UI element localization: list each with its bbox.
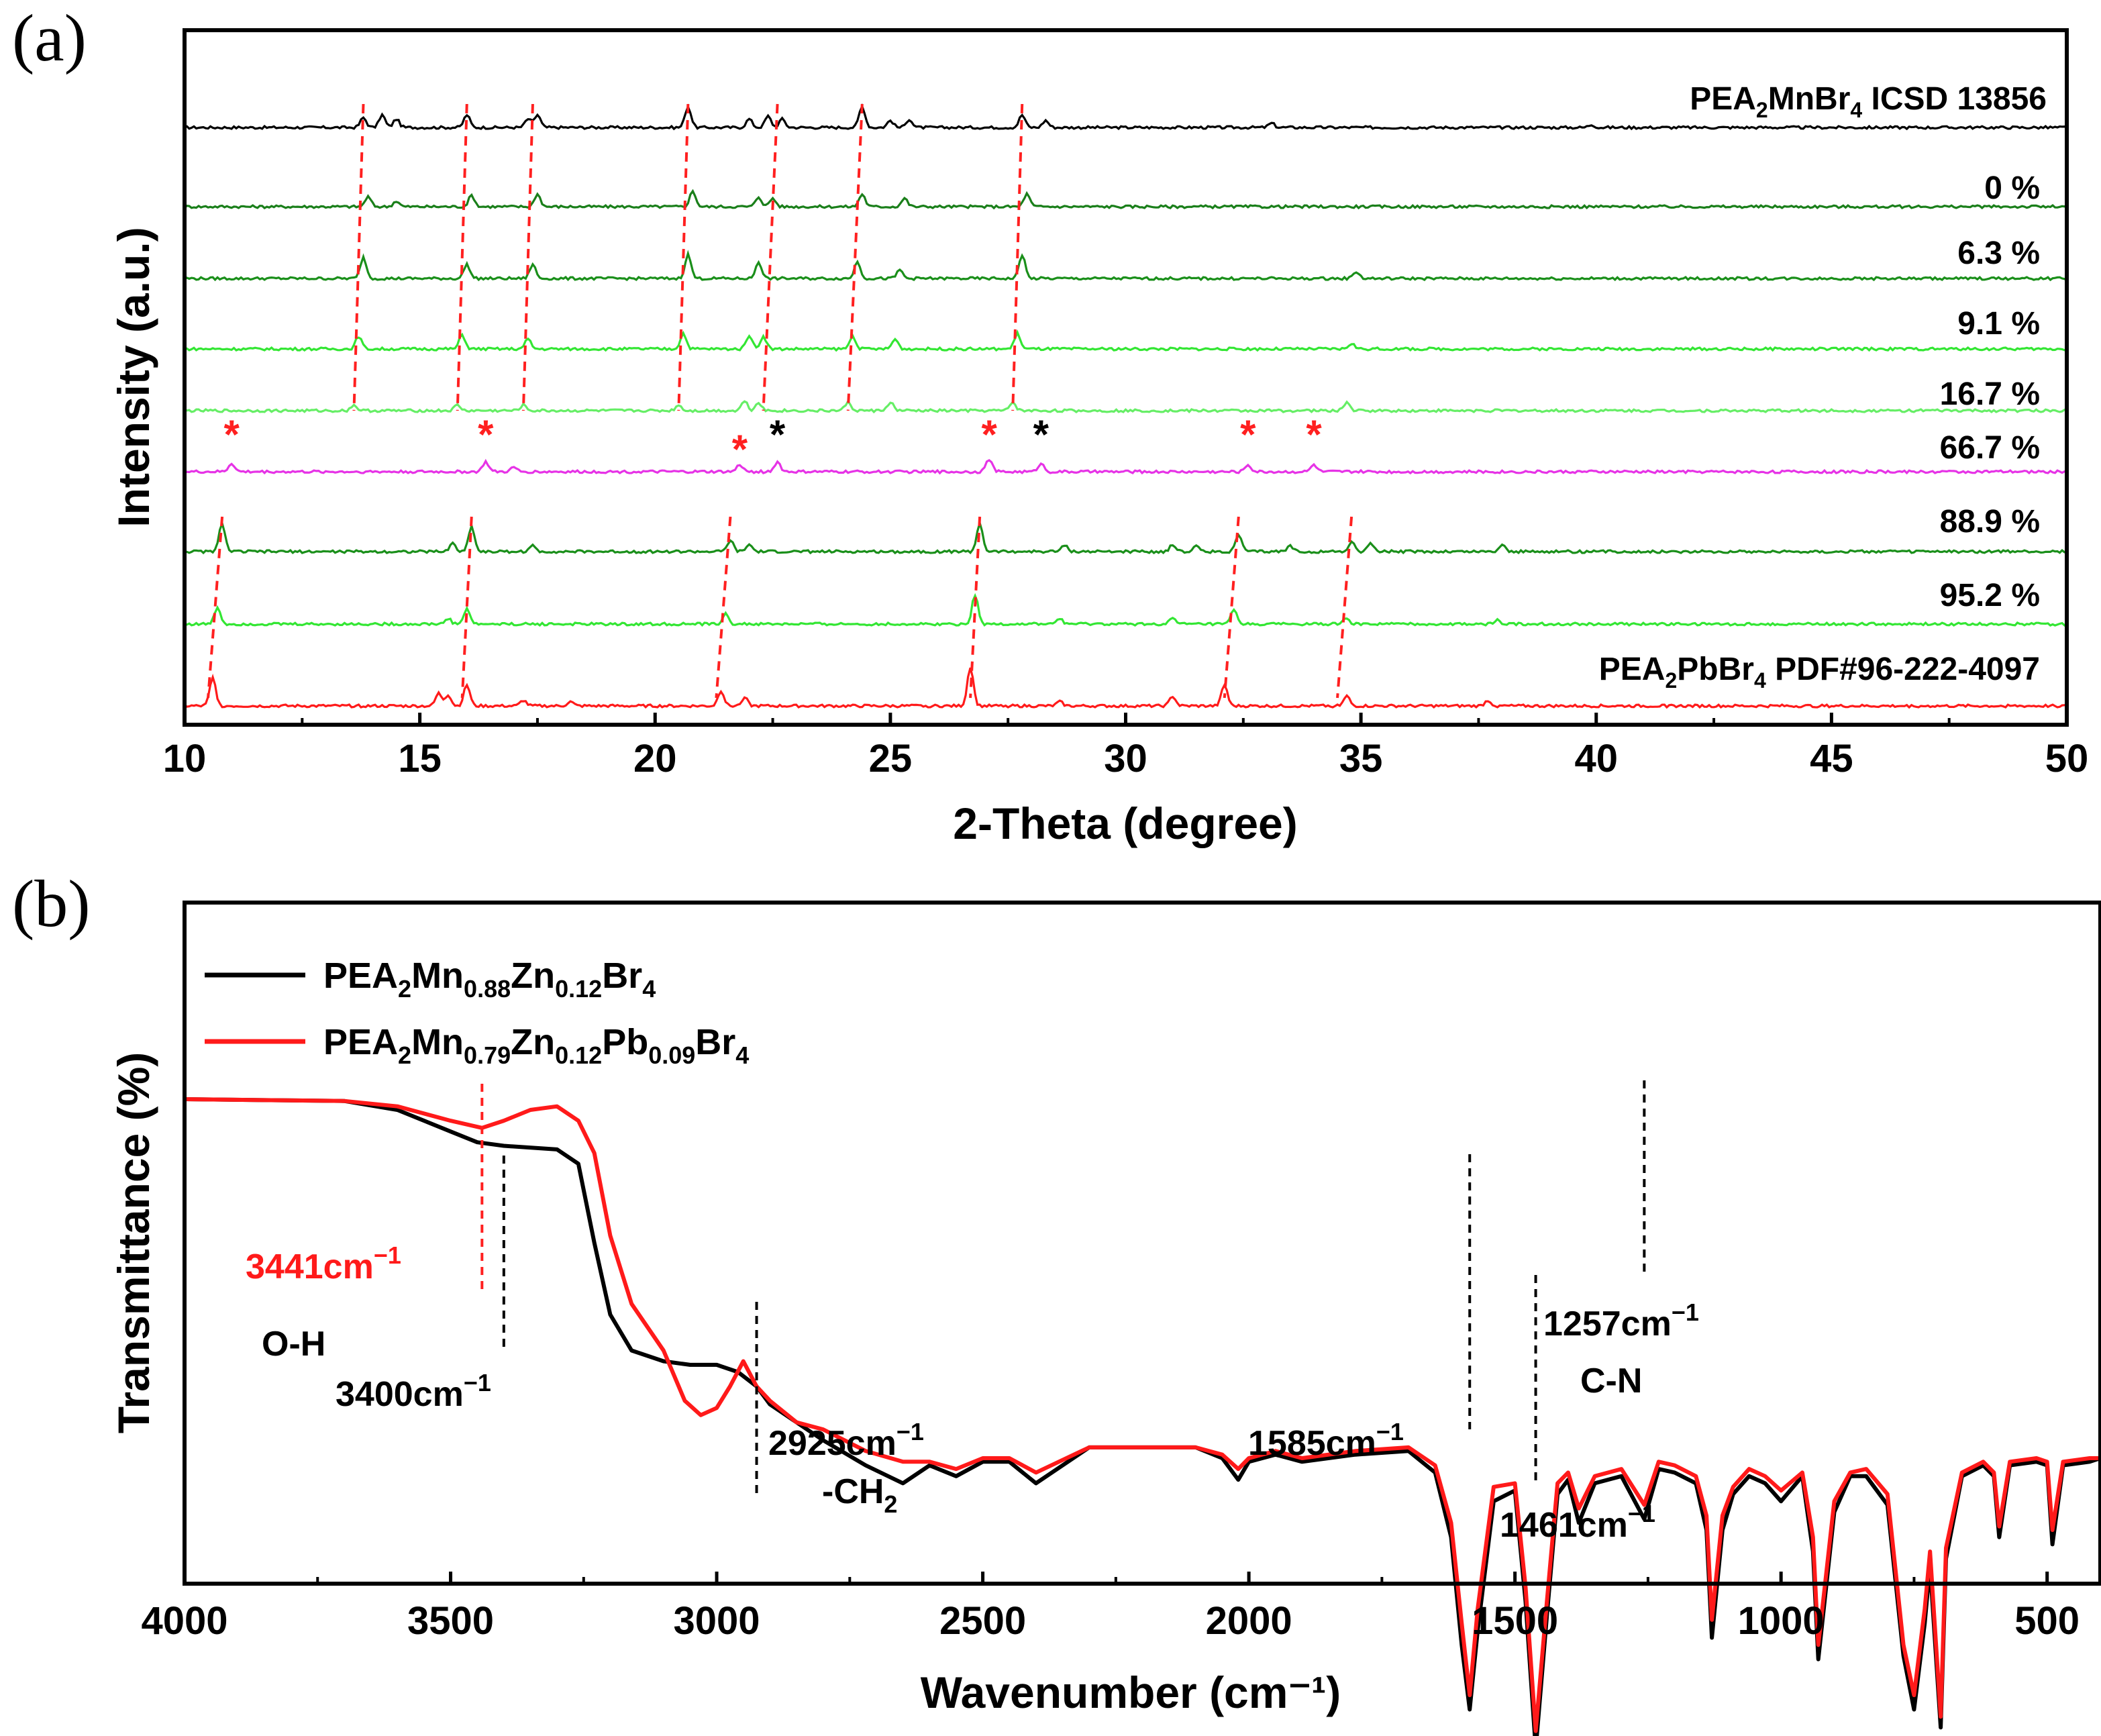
xrd-trace-1 — [184, 189, 2067, 210]
xrd-peak-markers: * * * * * * * * — [223, 412, 1322, 472]
ftir-legend: PEA2Mn0.88Zn0.12Br4 PEA2Mn0.79Zn0.12Pb0.… — [205, 956, 749, 1069]
annotation-oh: O-H — [262, 1325, 325, 1364]
xrd-xtick-label-8: 50 — [2045, 737, 2089, 780]
xrd-guide-bottom-3 — [969, 516, 982, 699]
xrd-guide-top-4 — [762, 103, 779, 411]
legend-label-black: PEA2Mn0.88Zn0.12Br4 — [323, 956, 656, 1003]
xrd-marker-7: * — [1306, 412, 1322, 457]
xrd-guide-top-0 — [352, 103, 365, 411]
legend-label-red: PEA2Mn0.79Zn0.12Pb0.09Br4 — [323, 1022, 749, 1069]
ftir-xtick-label-4: 2000 — [1206, 1599, 1292, 1643]
ftir-xtick-label-1: 3500 — [407, 1599, 494, 1643]
xrd-xtick-label-4: 30 — [1104, 737, 1147, 780]
xrd-guide-bottom-1 — [460, 516, 473, 699]
xrd-trace-7 — [184, 593, 2067, 627]
xrd-guide-bottom-5 — [1336, 516, 1353, 699]
ftir-xtick-label-3: 2500 — [939, 1599, 1026, 1643]
xrd-label-pea2pbbr4: PEA2PbBr4 PDF#96-222-4097 — [1599, 652, 2040, 693]
xrd-marker-6: * — [1240, 412, 1256, 457]
annotation-3400: 3400cm−1 — [336, 1369, 491, 1414]
ftir-guide-lines — [480, 1080, 1646, 1496]
xrd-guide-bottom-4 — [1223, 516, 1240, 699]
xrd-xtick-label-3: 25 — [869, 737, 913, 780]
xrd-x-axis: 10 15 20 25 30 35 40 45 50 — [163, 713, 2089, 780]
ftir-plot-frame — [183, 901, 2101, 1586]
xrd-trace-4 — [184, 399, 2067, 414]
xrd-trace-8 — [184, 667, 2067, 709]
ftir-annotations: 3441cm−1 O-H 3400cm−1 2925cm−1 -CH2 1585… — [246, 1241, 1699, 1545]
xrd-guide-top-3 — [677, 103, 690, 411]
xrd-guide-top-2 — [521, 103, 534, 411]
xrd-label-95.2pct: 95.2 % — [1940, 578, 2040, 613]
xrd-marker-1: * — [478, 412, 494, 457]
xrd-label-88.9pct: 88.9 % — [1940, 504, 2040, 540]
xrd-label-16.7pct: 16.7 % — [1940, 376, 2040, 412]
annotation-3441: 3441cm−1 — [246, 1241, 401, 1286]
xrd-xtick-label-2: 20 — [633, 737, 677, 780]
ftir-xtick-label-7: 500 — [2014, 1599, 2080, 1643]
xrd-traces — [184, 103, 2067, 709]
xrd-label-0pct: 0 % — [1984, 170, 2040, 206]
xrd-marker-0: * — [223, 412, 240, 457]
annotation-1585: 1585cm−1 — [1248, 1418, 1404, 1463]
xrd-label-pea2mnbr4: PEA2MnBr4 ICSD 13856 — [1690, 81, 2047, 122]
xrd-xtick-label-7: 45 — [1810, 737, 1853, 780]
xrd-trace-3 — [184, 329, 2067, 352]
ftir-x-axis: 4000 3500 3000 2500 2000 1500 1000 500 — [141, 1572, 2080, 1643]
xrd-guide-top-5 — [846, 103, 864, 411]
xrd-marker-3: * — [770, 412, 786, 457]
ftir-y-axis-label: Transmittance (%) — [109, 1052, 158, 1433]
xrd-marker-5: * — [1033, 412, 1049, 457]
annotation-cn: C-N — [1580, 1362, 1642, 1400]
xrd-guide-top-6 — [1011, 103, 1024, 411]
annotation-ch2: -CH2 — [822, 1472, 897, 1518]
xrd-guide-bottom-2 — [715, 516, 732, 699]
xrd-trace-0 — [184, 103, 2067, 131]
xrd-xtick-label-1: 15 — [398, 737, 442, 780]
xrd-series-labels: PEA2MnBr4 ICSD 13856 0 % 6.3 % 9.1 % 16.… — [1599, 81, 2047, 693]
xrd-label-6.3pct: 6.3 % — [1957, 236, 2040, 271]
xrd-y-axis-label: Intensity (a.u.) — [109, 227, 158, 527]
panel-a-label: (a) — [12, 1, 87, 75]
xrd-marker-2: * — [732, 427, 748, 472]
panel-b-label: (b) — [12, 866, 91, 941]
xrd-guide-bottom-0 — [207, 516, 224, 699]
xrd-xtick-label-0: 10 — [163, 737, 207, 780]
annotation-2925: 2925cm−1 — [768, 1418, 924, 1463]
ftir-panel: (b) 4000 3500 3000 2500 2000 1500 1000 500 PEA2… — [12, 866, 2101, 1736]
xrd-label-9.1pct: 9.1 % — [1957, 306, 2040, 342]
xrd-marker-4: * — [981, 412, 997, 457]
xrd-xtick-label-5: 35 — [1339, 737, 1383, 780]
ftir-xtick-label-0: 4000 — [141, 1599, 227, 1643]
xrd-trace-5 — [184, 458, 2067, 475]
xrd-trace-2 — [184, 250, 2067, 282]
ftir-xtick-label-5: 1500 — [1472, 1599, 1558, 1643]
xrd-guide-top-1 — [456, 103, 468, 411]
ftir-xtick-label-6: 1000 — [1738, 1599, 1825, 1643]
xrd-trace-6 — [184, 519, 2067, 555]
ftir-xtick-label-2: 3000 — [674, 1599, 760, 1643]
xrd-label-66.7pct: 66.7 % — [1940, 430, 2040, 466]
xrd-panel: (a) * * * * * * * * 10 15 20 25 30 35 40 45 50 PEA2MnBr… — [12, 1, 2088, 848]
xrd-xtick-label-6: 40 — [1574, 737, 1618, 780]
xrd-guide-lines — [207, 103, 1353, 699]
xrd-x-axis-label: 2-Theta (degree) — [953, 799, 1297, 848]
annotation-1461: 1461cm−1 — [1500, 1500, 1655, 1545]
ftir-trace-1 — [184, 1097, 2100, 1733]
annotation-1257: 1257cm−1 — [1543, 1298, 1699, 1343]
ftir-traces — [184, 1097, 2101, 1736]
ftir-x-axis-label: Wavenumber (cm⁻¹) — [921, 1668, 1341, 1717]
